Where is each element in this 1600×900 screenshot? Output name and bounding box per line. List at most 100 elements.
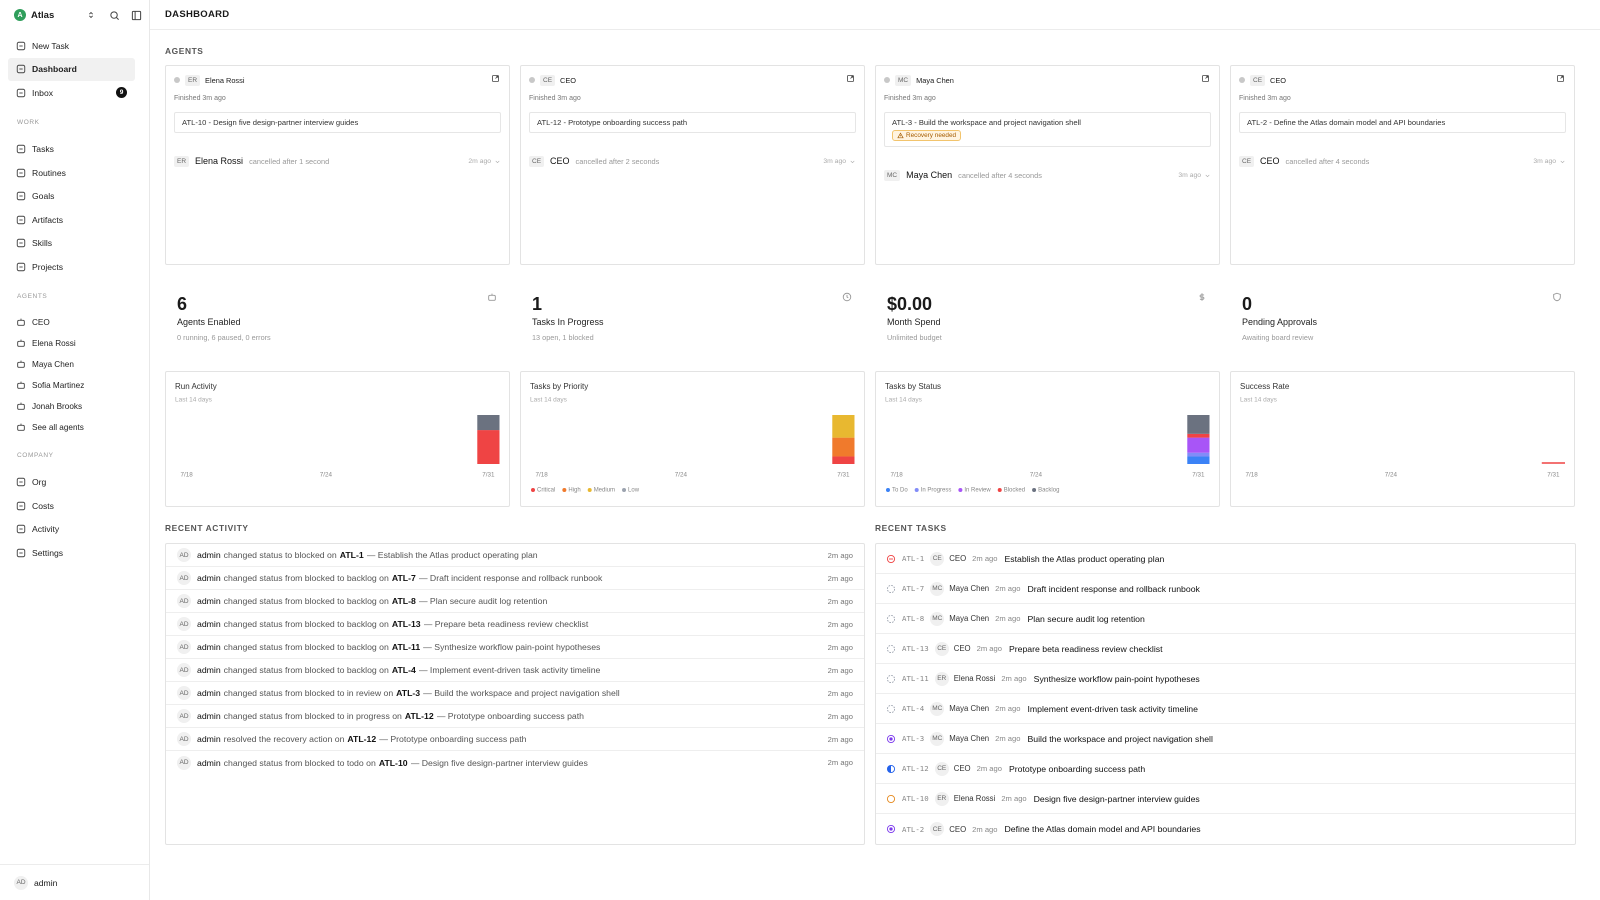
- chart-subtitle: Last 14 days: [530, 397, 568, 404]
- nav-label: Maya Chen: [32, 359, 74, 369]
- nav-item[interactable]: Tasks: [8, 138, 135, 162]
- icon: [1560, 160, 1565, 163]
- activity-row[interactable]: AD admin resolved the recovery action on AT…: [166, 728, 864, 751]
- nav-label: Tasks: [32, 144, 54, 155]
- task-title: — Build the workspace and project naviga…: [423, 688, 620, 698]
- nav-item[interactable]: CEO: [8, 312, 135, 333]
- activity-row[interactable]: AD admin changed status to blocked on ATL-1…: [166, 544, 864, 567]
- task-row[interactable]: ATL-8 MC Maya Chen 2m ago Plan secure audit …: [876, 604, 1575, 634]
- task-row[interactable]: ATL-3 MC Maya Chen 2m ago Build the workspac…: [876, 724, 1575, 754]
- activity-row[interactable]: AD admin changed status from blocked to ba…: [166, 659, 864, 682]
- assignee-initials: ER: [934, 791, 949, 806]
- icon: [16, 239, 26, 248]
- nav-item[interactable]: Jonah Brooks: [8, 396, 135, 417]
- task-title: Draft incident response and rollback run…: [1027, 583, 1200, 594]
- run-result: cancelled after 4 seconds: [1285, 156, 1370, 166]
- legend-swatch: [562, 488, 567, 492]
- agent-status: Finished 3m ago: [529, 95, 581, 102]
- stat-sub: 0 running, 6 paused, 0 errors: [177, 333, 271, 342]
- open-icon: [1202, 75, 1209, 82]
- nav-label: Costs: [32, 500, 54, 511]
- assignee-initials: MC: [930, 611, 945, 626]
- nav-label: Org: [32, 477, 47, 488]
- run-name: Maya Chen: [906, 170, 953, 180]
- task-id: ATL-2: [902, 824, 925, 834]
- stat-label: Month Spend: [887, 317, 941, 327]
- legend-label: Backlog: [1038, 488, 1059, 494]
- chart-subtitle: Last 14 days: [175, 397, 213, 404]
- task-row[interactable]: ATL-4 MC Maya Chen 2m ago Implement event-dr…: [876, 694, 1575, 724]
- nav-item[interactable]: Maya Chen: [8, 354, 135, 375]
- nav-item[interactable]: Dashboard: [8, 57, 135, 81]
- action: changed status from blocked to backlog o…: [223, 665, 389, 675]
- task-title: Establish the Atlas product operating pl…: [1004, 553, 1165, 564]
- activity-row[interactable]: AD admin changed status from blocked to in…: [166, 682, 864, 705]
- task-id: ATL-10: [902, 794, 929, 803]
- activity-row[interactable]: AD admin changed status from blocked to ba…: [166, 636, 864, 659]
- chart: Run Activity Last 14 days 7/18 7/24 7/31: [175, 382, 500, 479]
- workspace-switcher[interactable]: A Atlas: [8, 5, 142, 25]
- nav-item[interactable]: Goals: [8, 185, 135, 209]
- bar-segment: [477, 430, 500, 464]
- x-tick-label: 7/24: [1385, 472, 1398, 479]
- user[interactable]: AD admin: [0, 864, 149, 900]
- activity-row[interactable]: AD admin changed status from blocked to to…: [166, 751, 864, 774]
- nav-item[interactable]: Routines: [8, 161, 135, 185]
- nav-item[interactable]: Org: [8, 471, 135, 495]
- activity-row[interactable]: AD admin changed status from blocked to ba…: [166, 613, 864, 636]
- nav-item[interactable]: New Task: [8, 34, 135, 58]
- stat: 6 Agents Enabled 0 running, 6 paused, 0 er…: [165, 291, 510, 347]
- nav-item[interactable]: Settings: [8, 541, 135, 565]
- avatar: AD: [177, 594, 191, 608]
- status-icon: [886, 554, 896, 563]
- agent-card[interactable]: CE CEO Finished 3m ago ATL-2 - Define the A…: [1230, 65, 1575, 265]
- nav-label: CEO: [32, 317, 50, 327]
- icon: [16, 41, 26, 50]
- stat-label: Tasks In Progress: [532, 317, 604, 327]
- run-initials: MC: [884, 169, 901, 181]
- agent-header: CE CEO: [1239, 73, 1566, 87]
- task-row[interactable]: ATL-7 MC Maya Chen 2m ago Draft incident res…: [876, 574, 1575, 604]
- nav-item[interactable]: Skills: [8, 232, 135, 256]
- agent-card[interactable]: MC Maya Chen Finished 3m ago ATL-3 - Build …: [875, 65, 1220, 265]
- activity-row[interactable]: AD admin changed status from blocked to ba…: [166, 590, 864, 613]
- task-row[interactable]: ATL-1 CE CEO 2m ago Establish the Atlas prod…: [876, 544, 1575, 574]
- workspace-avatar: A: [14, 9, 26, 21]
- activity-row[interactable]: AD admin changed status from blocked to ba…: [166, 567, 864, 590]
- assignee-initials: CE: [934, 641, 949, 656]
- task-row[interactable]: ATL-2 CE CEO 2m ago Define the Atlas domain …: [876, 814, 1575, 844]
- activity-row[interactable]: AD admin changed status from blocked to in…: [166, 705, 864, 728]
- action: changed status from blocked to backlog o…: [223, 573, 389, 583]
- time: 2m ago: [827, 642, 853, 652]
- task-title: — Implement event-driven task activity t…: [418, 665, 601, 675]
- legend-swatch: [958, 488, 963, 492]
- agent-card[interactable]: ER Elena Rossi Finished 3m ago ATL-10 - Des…: [165, 65, 510, 265]
- agent-run: CE CEO cancelled after 2 seconds 3m ago: [529, 154, 856, 168]
- agent-card[interactable]: CE CEO Finished 3m ago ATL-12 - Prototype o…: [520, 65, 865, 265]
- task-row[interactable]: ATL-11 ER Elena Rossi 2m ago Synthesize work…: [876, 664, 1575, 694]
- nav-item[interactable]: Artifacts: [8, 208, 135, 232]
- nav-item[interactable]: Sofia Martinez: [8, 375, 135, 396]
- stat-value: 6: [177, 294, 188, 314]
- task-title: — Prototype onboarding success path: [379, 734, 527, 744]
- chart: Tasks by Priority Last 14 days 7/18 7/24 7/3…: [530, 382, 855, 494]
- task-row[interactable]: ATL-13 CE CEO 2m ago Prepare beta readiness …: [876, 634, 1575, 664]
- nav-item[interactable]: Projects: [8, 255, 135, 279]
- nav-item[interactable]: Activity: [8, 518, 135, 542]
- assignee-initials: ER: [934, 671, 949, 686]
- task-row[interactable]: ATL-10 ER Elena Rossi 2m ago Design five des…: [876, 784, 1575, 814]
- actor: admin: [197, 757, 221, 768]
- nav-item[interactable]: Inbox 9: [8, 81, 135, 105]
- nav-item[interactable]: Costs: [8, 494, 135, 518]
- action: changed status from blocked to backlog o…: [223, 596, 389, 606]
- nav-item[interactable]: Elena Rossi: [8, 333, 135, 354]
- legend-label: High: [568, 488, 580, 494]
- stat-row: 6 Agents Enabled 0 running, 6 paused, 0 er…: [165, 291, 1575, 347]
- nav-label: Jonah Brooks: [32, 401, 83, 411]
- legend-swatch: [886, 488, 890, 492]
- task-row[interactable]: ATL-12 CE CEO 2m ago Prototype onboarding su…: [876, 754, 1575, 784]
- nav-item[interactable]: See all agents: [8, 417, 135, 438]
- task-ref: ATL-8: [391, 596, 416, 606]
- assignee-initials: MC: [930, 701, 945, 716]
- time: 2m ago: [972, 554, 998, 563]
